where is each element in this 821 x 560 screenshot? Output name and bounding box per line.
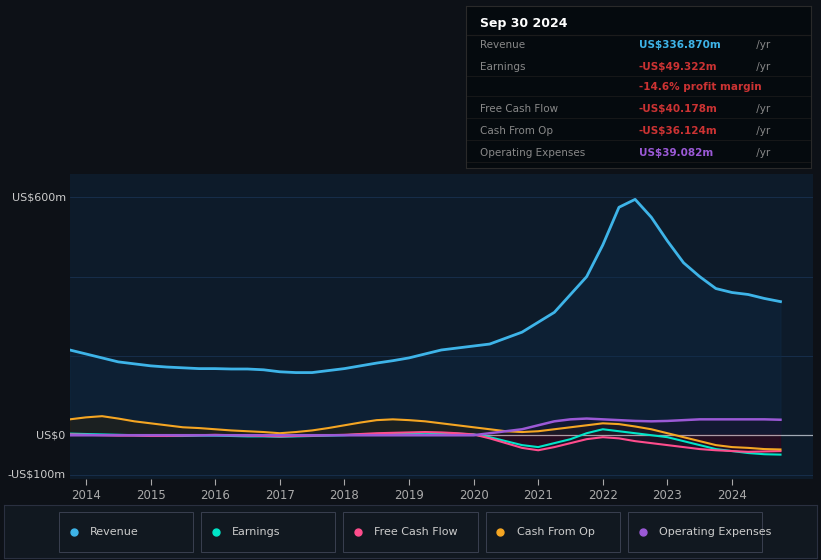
Text: Earnings: Earnings [480, 62, 525, 72]
Text: Cash From Op: Cash From Op [516, 527, 594, 536]
Text: US$336.870m: US$336.870m [639, 40, 721, 50]
FancyBboxPatch shape [201, 511, 335, 552]
Text: -14.6% profit margin: -14.6% profit margin [639, 82, 761, 92]
Text: -US$49.322m: -US$49.322m [639, 62, 718, 72]
FancyBboxPatch shape [628, 511, 762, 552]
Text: /yr: /yr [753, 62, 770, 72]
FancyBboxPatch shape [59, 511, 193, 552]
Text: Operating Expenses: Operating Expenses [658, 527, 771, 536]
FancyBboxPatch shape [343, 511, 478, 552]
Text: /yr: /yr [753, 148, 770, 157]
Text: -US$40.178m: -US$40.178m [639, 104, 718, 114]
Text: Revenue: Revenue [89, 527, 139, 536]
Text: Revenue: Revenue [480, 40, 525, 50]
FancyBboxPatch shape [486, 511, 620, 552]
Text: -US$100m: -US$100m [7, 470, 66, 480]
Text: /yr: /yr [753, 125, 770, 136]
Text: -US$36.124m: -US$36.124m [639, 125, 718, 136]
Text: Operating Expenses: Operating Expenses [480, 148, 585, 157]
Text: US$39.082m: US$39.082m [639, 148, 713, 157]
Text: Free Cash Flow: Free Cash Flow [480, 104, 558, 114]
Text: Free Cash Flow: Free Cash Flow [374, 527, 458, 536]
Text: US$600m: US$600m [11, 193, 66, 202]
Text: /yr: /yr [753, 104, 770, 114]
Text: Earnings: Earnings [232, 527, 281, 536]
Text: Sep 30 2024: Sep 30 2024 [480, 17, 567, 30]
Text: US$0: US$0 [36, 430, 66, 440]
Text: /yr: /yr [753, 40, 770, 50]
Text: Cash From Op: Cash From Op [480, 125, 553, 136]
